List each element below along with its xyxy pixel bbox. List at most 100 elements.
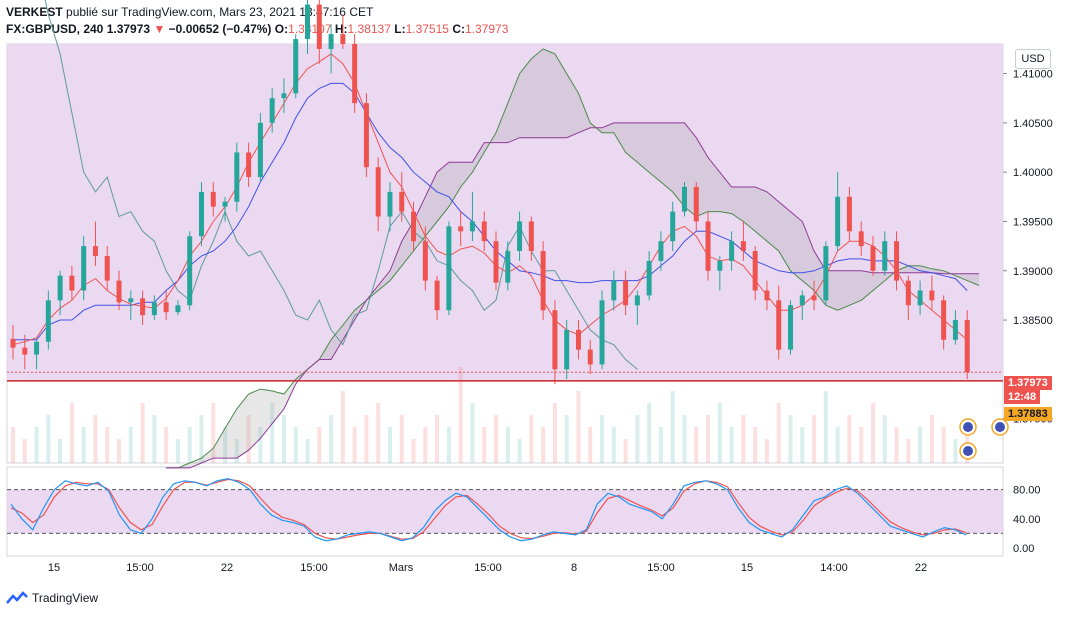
- volume-bar: [717, 403, 722, 463]
- volume-bar: [812, 415, 817, 463]
- low-label: L:: [394, 22, 406, 36]
- volume-bar: [423, 427, 428, 463]
- volume-bar: [435, 415, 440, 463]
- volume-bar: [105, 427, 110, 463]
- volume-bar: [764, 439, 769, 463]
- candle-body: [552, 310, 558, 370]
- candle-body: [505, 251, 511, 283]
- candle-body: [187, 236, 193, 306]
- candle-body: [340, 34, 346, 44]
- candle-body: [905, 280, 911, 306]
- candle-body: [140, 298, 146, 316]
- change-value: −0.00652 (−0.47%): [168, 22, 272, 36]
- candle-body: [646, 260, 652, 296]
- volume-bar: [635, 415, 640, 463]
- candle-body: [446, 226, 452, 311]
- volume-bar: [918, 427, 923, 463]
- volume-bar: [81, 427, 86, 463]
- volume-bar: [670, 391, 675, 463]
- candle-body: [729, 241, 735, 261]
- volume-bar: [352, 427, 357, 463]
- symbol-label: FX:GBPUSD, 240: [6, 22, 104, 36]
- candle-body: [104, 255, 110, 281]
- candle-body: [469, 221, 475, 232]
- time-tick-label: 15: [741, 562, 753, 574]
- footer: TradingView: [6, 591, 98, 605]
- candle-body: [611, 280, 617, 301]
- volume-bar: [293, 427, 298, 463]
- candle-body: [328, 34, 334, 49]
- volume-bar: [258, 427, 263, 463]
- candle-body: [941, 300, 947, 340]
- price-tick-label: 1.39000: [1013, 266, 1053, 278]
- volume-bar: [305, 439, 310, 463]
- candle-body: [411, 211, 417, 242]
- line-price-tag: 1.37883: [1004, 407, 1052, 421]
- candle-body: [528, 221, 534, 252]
- volume-bar: [776, 403, 781, 463]
- candle-body: [870, 246, 876, 271]
- candle-body: [69, 275, 75, 291]
- volume-bar: [482, 427, 487, 463]
- senkou-span-a: [166, 48, 980, 469]
- candle-body: [234, 152, 240, 202]
- volume-bar: [128, 427, 133, 463]
- candle-body: [222, 201, 228, 207]
- volume-bar: [11, 427, 15, 463]
- candle-body: [399, 191, 405, 212]
- volume-bar: [741, 415, 746, 463]
- volume-bar: [647, 403, 652, 463]
- volume-bar: [729, 427, 734, 463]
- candle-body: [305, 4, 311, 40]
- candle-body: [92, 246, 98, 256]
- candle-body: [788, 305, 794, 350]
- volume-bar: [953, 439, 958, 463]
- time-tick-label: 22: [915, 562, 927, 574]
- flag-center-icon: [995, 422, 1005, 432]
- volume-bar: [882, 415, 887, 463]
- volume-bar: [929, 415, 934, 463]
- candle-body: [799, 295, 805, 306]
- low-value: 1.37515: [405, 22, 449, 36]
- volume-bar: [564, 415, 569, 463]
- volume-bar: [376, 403, 381, 463]
- candle-body: [587, 349, 593, 365]
- candle-body: [116, 280, 122, 303]
- time-tick-label: 8: [571, 562, 577, 574]
- volume-bar: [588, 427, 593, 463]
- high-label: H:: [334, 22, 348, 36]
- time-tick-label: 14:00: [820, 562, 848, 574]
- last-price: 1.37973: [106, 22, 151, 36]
- candle-body: [458, 226, 464, 232]
- time-tick-label: 15: [48, 562, 60, 574]
- candle-body: [776, 300, 782, 350]
- volume-bar: [364, 415, 369, 463]
- time-tick-label: 15:00: [647, 562, 675, 574]
- volume-bar: [140, 403, 145, 463]
- chikou-span: [44, 0, 638, 370]
- candle-body: [387, 191, 393, 217]
- volume-bar: [93, 415, 98, 463]
- senkou-span-b: [166, 122, 979, 469]
- candle-body: [45, 300, 51, 342]
- ichimoku-cloud: [166, 48, 980, 468]
- candle-body: [22, 347, 28, 355]
- stoch-d-line: [10, 478, 967, 540]
- candle-body: [269, 98, 275, 123]
- currency-button[interactable]: USD: [1015, 49, 1051, 69]
- candle-body: [917, 290, 923, 306]
- candle-body: [823, 246, 829, 301]
- time-tick-label: 15:00: [474, 562, 502, 574]
- volume-bar: [623, 439, 628, 463]
- volume-bar: [800, 427, 805, 463]
- candle-body: [81, 246, 87, 291]
- candle-body: [811, 295, 817, 301]
- candle-body: [57, 275, 63, 301]
- volume-bar: [46, 415, 51, 463]
- volume-bar: [823, 391, 828, 463]
- candle-body: [246, 152, 252, 178]
- volume-bar: [399, 415, 404, 463]
- high-value: 1.38137: [347, 22, 391, 36]
- volume-bar: [529, 415, 534, 463]
